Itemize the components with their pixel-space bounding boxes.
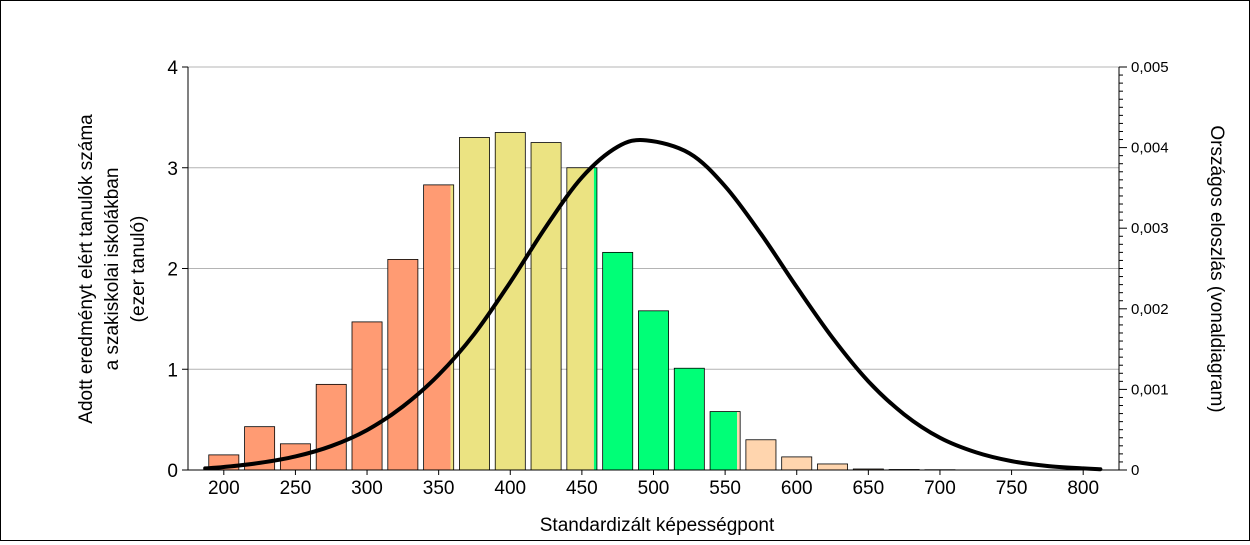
y2-tick-label-0,003: 0,003 bbox=[1131, 220, 1169, 237]
bars-group bbox=[209, 132, 955, 470]
y-axis-title-line-3: (ezer tanuló) bbox=[128, 216, 149, 323]
bar-275-segment-0 bbox=[316, 384, 346, 470]
y2-tick-label-0,002: 0,002 bbox=[1131, 301, 1169, 318]
y-tick-label-4: 4 bbox=[167, 58, 178, 79]
x-tick-label-200: 200 bbox=[208, 478, 240, 499]
bar-375 bbox=[459, 138, 489, 470]
x-tick-label-250: 250 bbox=[280, 478, 312, 499]
bar-275 bbox=[316, 384, 346, 470]
y2-tick-label-0,005: 0,005 bbox=[1131, 59, 1169, 76]
y2-axis-title: Országos eloszlás (vonaldiagram) bbox=[1206, 125, 1227, 412]
bar-550-segment-0 bbox=[710, 412, 737, 470]
x-tick-label-650: 650 bbox=[852, 478, 884, 499]
x-tick-label-450: 450 bbox=[566, 478, 598, 499]
bar-525-segment-0 bbox=[674, 368, 704, 470]
x-tick-label-500: 500 bbox=[638, 478, 670, 499]
bar-550-segment-1 bbox=[737, 412, 740, 470]
y2-tick-label-0,004: 0,004 bbox=[1131, 140, 1169, 157]
bar-375-segment-0 bbox=[459, 138, 489, 470]
bar-575 bbox=[746, 440, 776, 470]
bar-625 bbox=[817, 464, 847, 470]
x-axis-title: Standardizált képességpont bbox=[540, 515, 775, 536]
bar-500-segment-0 bbox=[638, 311, 668, 470]
bar-425 bbox=[531, 143, 561, 470]
bar-475-segment-0 bbox=[603, 252, 633, 470]
x-tick-label-800: 800 bbox=[1067, 478, 1099, 499]
bar-500 bbox=[638, 311, 668, 470]
x-tick-label-600: 600 bbox=[781, 478, 813, 499]
x-tick-label-700: 700 bbox=[924, 478, 956, 499]
y-tick-label-3: 3 bbox=[167, 159, 178, 180]
bar-450-segment-1 bbox=[594, 168, 597, 470]
y-axis-title-line-1: Adott eredményt elért tanulók száma bbox=[76, 114, 97, 424]
x-tick-label-400: 400 bbox=[494, 478, 526, 499]
bar-325 bbox=[388, 259, 418, 470]
bar-575-segment-0 bbox=[746, 440, 776, 470]
bar-600-segment-0 bbox=[782, 457, 812, 470]
bar-300-segment-0 bbox=[352, 322, 382, 470]
y-axis-title-line-2: a szakiskolai iskolákban bbox=[102, 168, 123, 371]
bar-425-segment-0 bbox=[531, 143, 561, 470]
x-tick-label-300: 300 bbox=[351, 478, 383, 499]
x-tick-label-550: 550 bbox=[709, 478, 741, 499]
bar-600 bbox=[782, 457, 812, 470]
y2-tick-label-0,001: 0,001 bbox=[1131, 381, 1169, 398]
y-tick-label-1: 1 bbox=[167, 360, 178, 381]
bar-625-segment-0 bbox=[817, 464, 847, 470]
bar-475 bbox=[603, 252, 633, 470]
x-tick-label-350: 350 bbox=[423, 478, 455, 499]
bar-525 bbox=[674, 368, 704, 470]
bar-350-segment-1 bbox=[451, 185, 454, 470]
bar-550 bbox=[710, 412, 740, 470]
y2-tick-label-0: 0 bbox=[1131, 462, 1139, 479]
bar-300 bbox=[352, 322, 382, 470]
bar-350 bbox=[424, 185, 454, 470]
bar-450 bbox=[567, 168, 597, 470]
bar-450-segment-0 bbox=[567, 168, 594, 470]
bar-350-segment-0 bbox=[424, 185, 451, 470]
x-tick-label-750: 750 bbox=[996, 478, 1028, 499]
y-tick-label-0: 0 bbox=[167, 461, 178, 482]
bar-325-segment-0 bbox=[388, 259, 418, 470]
y-tick-label-2: 2 bbox=[167, 260, 178, 281]
